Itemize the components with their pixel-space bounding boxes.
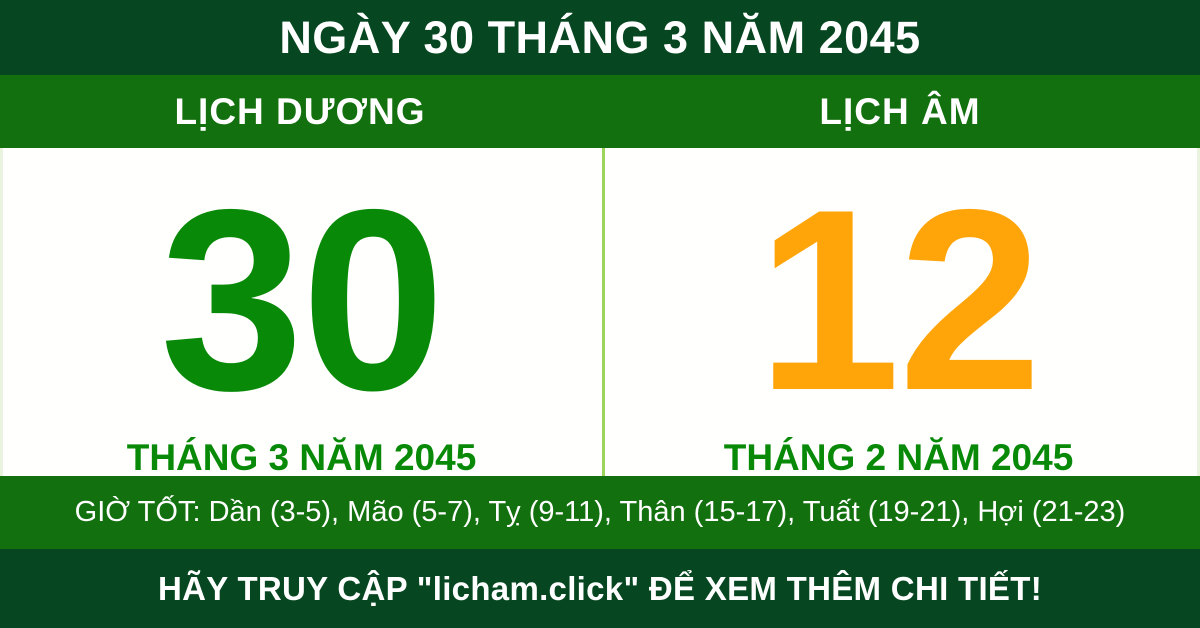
good-hours-strip: GIỜ TỐT: Dần (3-5), Mão (5-7), Tỵ (9-11)… [0, 475, 1200, 549]
bottom-banner-text: HÃY TRUY CẬP "licham.click" ĐỂ XEM THÊM … [158, 570, 1042, 608]
solar-panel: 30 THÁNG 3 NĂM 2045 [3, 148, 600, 476]
solar-day-number: 30 [160, 155, 445, 444]
lunar-day-number: 12 [757, 155, 1042, 444]
lunar-header-label: LỊCH ÂM [819, 91, 981, 132]
column-header-band: LỊCH DƯƠNG LỊCH ÂM [0, 75, 1200, 148]
bottom-banner: HÃY TRUY CẬP "licham.click" ĐỂ XEM THÊM … [0, 548, 1200, 628]
solar-column-header: LỊCH DƯƠNG [0, 75, 600, 148]
solar-header-label: LỊCH DƯƠNG [174, 91, 426, 132]
lunar-panel: 12 THÁNG 2 NĂM 2045 [600, 148, 1197, 476]
calendar-body: 30 THÁNG 3 NĂM 2045 12 THÁNG 2 NĂM 2045 [0, 148, 1200, 476]
solar-month-year-label: THÁNG 3 NĂM 2045 [126, 436, 477, 478]
page-title: NGÀY 30 THÁNG 3 NĂM 2045 [279, 12, 921, 63]
top-banner: NGÀY 30 THÁNG 3 NĂM 2045 [0, 0, 1200, 75]
good-hours-text: GIỜ TỐT: Dần (3-5), Mão (5-7), Tỵ (9-11)… [74, 495, 1126, 528]
panel-divider [602, 148, 605, 476]
lunar-month-year-label: THÁNG 2 NĂM 2045 [723, 436, 1074, 478]
lunar-column-header: LỊCH ÂM [600, 75, 1200, 148]
